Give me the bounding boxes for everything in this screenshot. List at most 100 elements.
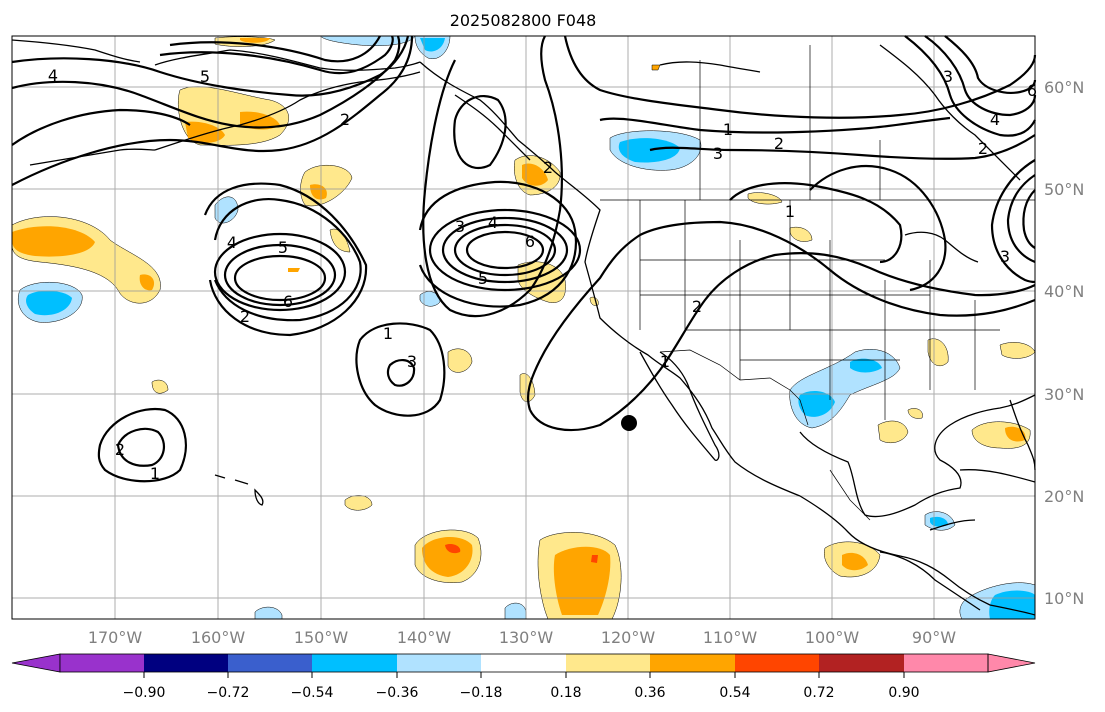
contour-line (453, 94, 507, 170)
colorbar-swatch (481, 654, 566, 672)
patch-blue (989, 590, 1035, 619)
contour-line (1022, 189, 1036, 249)
patch-yellow (344, 495, 373, 511)
coast-yucatan (929, 519, 976, 531)
coast-central-america (879, 551, 981, 611)
colorbar-swatch (566, 654, 650, 672)
patch-orange (240, 38, 270, 43)
colorbar-tick-label: 0.54 (719, 685, 750, 701)
patch-lightblue (214, 196, 239, 224)
colorbar-extend-low (11, 653, 61, 673)
contour-ring (355, 322, 446, 417)
contour-ring (465, 230, 545, 270)
colorbar-tick-label: 0.90 (888, 685, 919, 701)
contour-label: 3 (407, 352, 417, 371)
contour-label: 6 (283, 292, 293, 311)
colorbar-tick-label: −0.18 (460, 685, 503, 701)
contour-line (924, 35, 1037, 117)
contour-line (904, 35, 1036, 137)
contour-label: 4 (488, 213, 498, 232)
contour-label: 5 (200, 67, 210, 86)
contours (11, 35, 1037, 483)
coast-cuba (959, 469, 1036, 483)
contour-line (944, 35, 1037, 94)
map-title: 2025082800 F048 (450, 11, 597, 30)
contour-label: 5 (478, 269, 488, 288)
coast-siberia (11, 39, 141, 63)
lat-label: 50°N (1044, 180, 1084, 199)
colorbar-swatch (228, 654, 312, 672)
contour-label: 2 (543, 158, 553, 177)
contour-label: 1 (723, 120, 733, 139)
contour-label: 5 (278, 238, 288, 257)
contour-label: 2 (340, 110, 350, 129)
graticule (12, 36, 1035, 619)
contour-line (11, 35, 414, 186)
colorbar-swatch (904, 654, 988, 672)
contour-label: 3 (713, 144, 723, 163)
border-mexico-interior (829, 469, 871, 521)
contour-label: 2 (774, 134, 784, 153)
contour-label: 1 (150, 464, 160, 483)
colorbar-swatch (397, 654, 481, 672)
contour-line (649, 134, 1036, 160)
lon-label: 170°W (88, 628, 143, 647)
coast-alaska-north (154, 49, 421, 71)
patch-yellow (747, 192, 783, 205)
coast-hawaii-big (254, 488, 264, 506)
patch-orange (310, 184, 327, 200)
latitude-labels: 60°N 50°N 40°N 30°N 20°N 10°N (1044, 78, 1084, 608)
contour-ring (223, 243, 337, 307)
colorbar-swatch (819, 654, 904, 672)
coast-baja (639, 351, 720, 461)
colorbar-tick-label: −0.90 (123, 685, 166, 701)
patch-orange (240, 111, 280, 130)
lat-label: 20°N (1044, 487, 1084, 506)
patch-orange (12, 226, 95, 257)
patch-red (445, 543, 461, 554)
contour-ring (116, 427, 166, 467)
lon-label: 90°W (912, 628, 956, 647)
colorbar-tick-label: −0.36 (376, 685, 419, 701)
coast-hawaii-2 (234, 479, 249, 485)
contour-line (809, 165, 947, 292)
contour-line (11, 35, 401, 129)
contour-label: 2 (978, 139, 988, 158)
patch-yellow (789, 226, 813, 242)
contour-line (418, 180, 577, 308)
patch-orange (288, 268, 300, 272)
colorbar: −0.90 −0.72 −0.54 −0.36 −0.18 0.18 0.36 … (11, 653, 1036, 701)
lat-label: 30°N (1044, 385, 1084, 404)
contour-line (990, 159, 1036, 284)
coastlines (11, 39, 1036, 616)
contour-label: 4 (227, 233, 237, 252)
contour-line (169, 35, 381, 63)
patch-blue (420, 38, 445, 52)
contour-label: 3 (455, 217, 465, 236)
contour-label: 1 (383, 324, 393, 343)
colorbar-tick-label: −0.54 (291, 685, 334, 701)
contour-ring (428, 208, 582, 292)
location-marker (621, 415, 637, 431)
contour-labels: 4 5 2 1 3 2 6 4 5 6 2 3 4 5 1 2 2 1 1 3 … (48, 66, 1037, 483)
patch-yellow (447, 348, 473, 373)
patch-lightblue (419, 291, 441, 307)
lon-label: 160°W (191, 628, 246, 647)
border-us-mexico (659, 349, 809, 426)
contour-line (529, 252, 1036, 432)
patch-orange (842, 552, 868, 571)
coast-na-west (419, 61, 1036, 616)
patch-lightblue (504, 602, 527, 620)
colorbar-swatch (650, 654, 735, 672)
contour-ring (233, 254, 327, 302)
lat-label: 10°N (1044, 589, 1084, 608)
coast-hawaii-1 (214, 474, 226, 479)
contour-label: 2 (692, 297, 702, 316)
patch-yellow (877, 420, 909, 443)
lon-label: 140°W (397, 628, 452, 647)
contour-label: 4 (990, 110, 1000, 129)
lat-label: 40°N (1044, 282, 1084, 301)
contour-label: 1 (785, 202, 795, 221)
coast-bc (454, 94, 531, 161)
